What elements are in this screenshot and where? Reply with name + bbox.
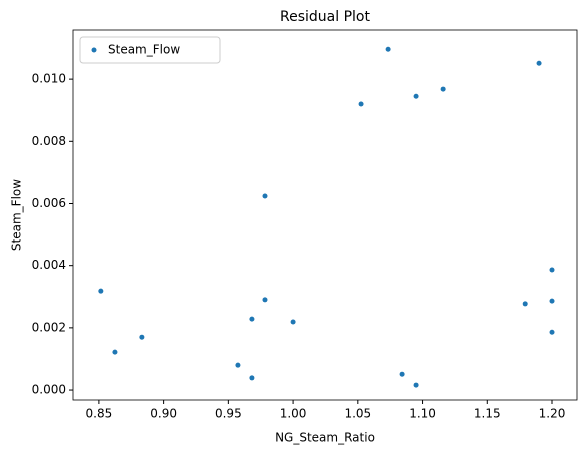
point: [139, 334, 145, 340]
point: [549, 267, 555, 273]
y-tick-label: 0.006: [32, 196, 66, 210]
point: [262, 297, 268, 303]
point: [522, 301, 528, 307]
legend-marker: [91, 47, 97, 53]
chart-title: Residual Plot: [280, 9, 370, 25]
point: [98, 288, 104, 294]
y-tick-label: 0.000: [32, 383, 66, 397]
x-tick-label: 1.15: [474, 407, 501, 421]
x-tick-label: 1.05: [344, 407, 371, 421]
plot-frame: [72, 29, 578, 401]
point: [413, 93, 419, 99]
y-tick-label: 0.002: [32, 320, 66, 334]
point: [549, 298, 555, 304]
legend-box: [79, 36, 221, 64]
point: [536, 60, 542, 66]
y-tick-label: 0.010: [32, 72, 66, 86]
point: [112, 349, 118, 355]
point: [290, 319, 296, 325]
x-tick-label: 0.85: [86, 407, 113, 421]
point: [440, 86, 446, 92]
point: [235, 362, 241, 368]
x-axis-label: NG_Steam_Ratio: [275, 431, 375, 445]
y-tick-label: 0.004: [32, 258, 66, 272]
x-tick-label: 1.20: [539, 407, 566, 421]
point: [262, 193, 268, 199]
y-axis-label: Steam_Flow: [10, 179, 24, 251]
point: [549, 329, 555, 335]
point: [249, 316, 255, 322]
x-tick-label: 0.90: [150, 407, 177, 421]
point: [249, 375, 255, 381]
point: [413, 382, 419, 388]
x-tick-label: 1.00: [280, 407, 307, 421]
x-tick-label: 1.10: [409, 407, 436, 421]
point: [399, 371, 405, 377]
x-tick-label: 0.95: [215, 407, 242, 421]
point: [385, 46, 391, 52]
y-tick-label: 0.008: [32, 134, 66, 148]
legend-label: Steam_Flow: [108, 43, 180, 57]
point: [358, 101, 364, 107]
